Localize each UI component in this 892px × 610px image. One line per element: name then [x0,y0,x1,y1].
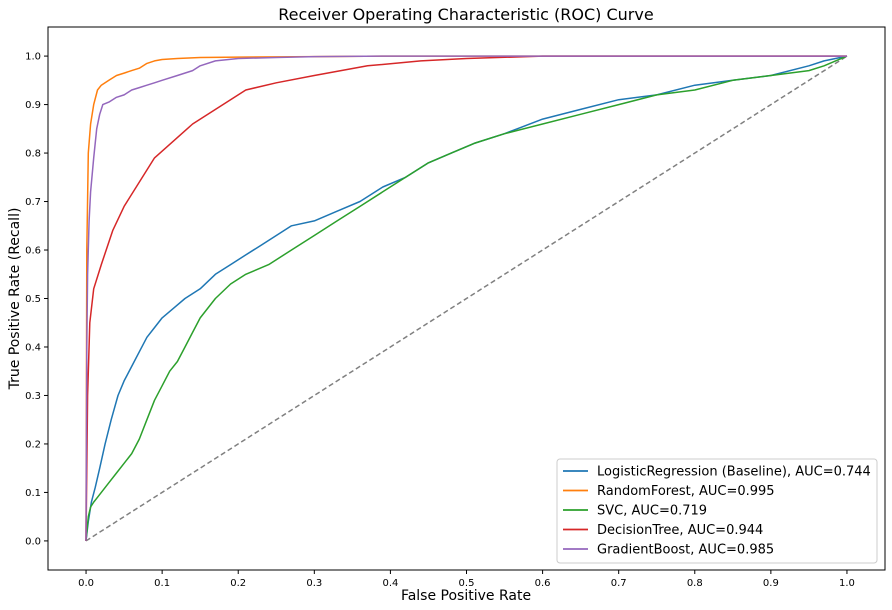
series-lines [85,55,848,542]
x-tick-label: 0.3 [306,578,322,589]
legend: LogisticRegression (Baseline), AUC=0.744… [556,458,878,564]
y-tick-label: 0.5 [25,294,41,305]
x-tick-label: 0.6 [535,578,551,589]
x-tick-label: 0.8 [687,578,703,589]
y-tick-label: 0.0 [25,536,41,547]
legend-entry: RandomForest, AUC=0.995 [597,484,775,499]
x-tick-label: 0.5 [459,578,475,589]
chart-title: Receiver Operating Characteristic (ROC) … [278,5,653,24]
roc-series-line [85,55,847,541]
legend-entry: LogisticRegression (Baseline), AUC=0.744 [597,465,871,480]
y-tick-label: 0.7 [25,197,41,208]
roc-series-line [85,55,848,541]
x-tick-label: 0.1 [154,578,170,589]
y-tick-label: 0.1 [25,488,41,499]
y-tick-label: 0.8 [25,149,41,160]
y-tick-label: 0.4 [25,342,41,353]
x-tick-label: 0.9 [763,578,779,589]
legend-entry: SVC, AUC=0.719 [597,504,707,519]
chance-diagonal-line [85,55,848,542]
legend-entry: DecisionTree, AUC=0.944 [597,523,763,538]
y-tick-label: 1.0 [25,52,41,63]
x-tick-label: 0.4 [382,578,398,589]
x-tick-label: 0.0 [78,578,94,589]
roc-series-line [85,55,847,541]
x-tick-label: 0.2 [230,578,246,589]
x-tick-label: 0.7 [611,578,627,589]
legend-entry: GradientBoost, AUC=0.985 [597,543,774,558]
x-axis-label: False Positive Rate [401,588,531,604]
y-tick-label: 0.2 [25,439,41,450]
legend-box [556,458,878,564]
y-tick-label: 0.3 [25,391,41,402]
axis-ticks: 0.0 0.1 0.2 0.3 0.4 0.5 0.6 0.7 0.8 0.9 1.0 0.0 0.1 0… [25,52,855,589]
y-axis-label: True Positive Rate (Recall) [7,208,23,391]
y-tick-label: 0.6 [25,246,41,257]
x-tick-label: 1.0 [839,578,855,589]
roc-series-line [85,55,848,541]
y-tick-label: 0.9 [25,100,41,111]
